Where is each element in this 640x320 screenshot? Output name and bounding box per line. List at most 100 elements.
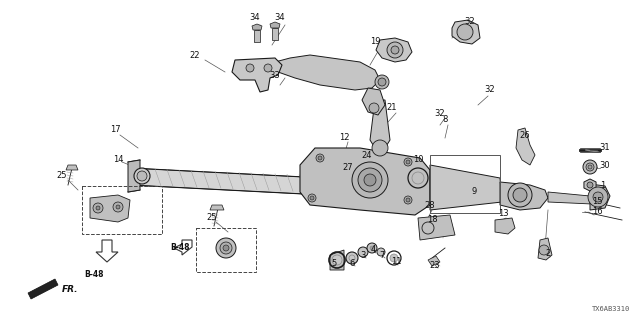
Circle shape — [404, 158, 412, 166]
Text: 33: 33 — [269, 70, 280, 79]
Text: 6: 6 — [349, 259, 355, 268]
Polygon shape — [452, 20, 480, 44]
Circle shape — [113, 202, 123, 212]
Circle shape — [96, 206, 100, 210]
Polygon shape — [376, 38, 412, 62]
Circle shape — [404, 196, 412, 204]
Circle shape — [406, 160, 410, 164]
Bar — [196, 228, 256, 272]
Polygon shape — [430, 165, 502, 210]
Circle shape — [93, 203, 103, 213]
Text: 13: 13 — [498, 210, 508, 219]
Polygon shape — [538, 238, 552, 260]
Text: 21: 21 — [387, 103, 397, 113]
Circle shape — [346, 252, 358, 264]
Circle shape — [583, 160, 597, 174]
Text: 2: 2 — [545, 249, 550, 258]
Polygon shape — [270, 22, 280, 28]
Circle shape — [134, 168, 150, 184]
Polygon shape — [254, 30, 260, 42]
Circle shape — [422, 222, 434, 234]
Text: FR.: FR. — [62, 285, 79, 294]
Circle shape — [364, 174, 376, 186]
Polygon shape — [590, 184, 610, 210]
Text: 30: 30 — [600, 161, 611, 170]
Circle shape — [593, 192, 603, 202]
Polygon shape — [275, 55, 380, 90]
Polygon shape — [130, 168, 420, 200]
Polygon shape — [128, 160, 140, 192]
Polygon shape — [210, 205, 224, 210]
Text: 32: 32 — [435, 108, 445, 117]
Text: 7: 7 — [380, 251, 385, 260]
Circle shape — [246, 64, 254, 72]
Circle shape — [513, 188, 527, 202]
Circle shape — [310, 196, 314, 200]
Circle shape — [412, 172, 424, 184]
Bar — [430, 155, 500, 213]
Text: 12: 12 — [339, 133, 349, 142]
Polygon shape — [370, 100, 390, 148]
Polygon shape — [418, 215, 455, 240]
Circle shape — [587, 182, 593, 188]
Circle shape — [116, 205, 120, 209]
Circle shape — [370, 246, 374, 250]
Circle shape — [220, 242, 232, 254]
Polygon shape — [428, 256, 440, 266]
Bar — [82, 186, 162, 234]
Text: 32: 32 — [484, 85, 495, 94]
Circle shape — [457, 24, 473, 40]
Circle shape — [588, 187, 608, 207]
Text: 25: 25 — [207, 213, 217, 222]
Polygon shape — [548, 192, 592, 204]
Polygon shape — [66, 165, 78, 170]
Circle shape — [137, 171, 147, 181]
Polygon shape — [495, 218, 515, 234]
Text: 11: 11 — [391, 258, 401, 267]
Text: 32: 32 — [465, 18, 476, 27]
Text: 23: 23 — [429, 260, 440, 269]
Polygon shape — [96, 240, 118, 262]
Polygon shape — [90, 195, 130, 222]
Text: B-48: B-48 — [84, 270, 104, 279]
Circle shape — [539, 245, 549, 255]
Polygon shape — [174, 240, 192, 255]
Text: 1: 1 — [600, 180, 605, 189]
Polygon shape — [232, 58, 282, 92]
Circle shape — [377, 248, 385, 256]
Text: 27: 27 — [342, 164, 353, 172]
Circle shape — [406, 198, 410, 202]
Polygon shape — [272, 28, 278, 40]
Circle shape — [367, 243, 377, 253]
Text: 17: 17 — [109, 125, 120, 134]
Text: 34: 34 — [250, 13, 260, 22]
Circle shape — [308, 194, 316, 202]
Circle shape — [390, 254, 398, 262]
Text: 5: 5 — [332, 259, 337, 268]
Circle shape — [375, 75, 389, 89]
Circle shape — [264, 64, 272, 72]
Polygon shape — [516, 128, 535, 165]
Text: 22: 22 — [189, 51, 200, 60]
Text: 8: 8 — [442, 116, 448, 124]
Text: 31: 31 — [600, 143, 611, 153]
Circle shape — [332, 255, 342, 265]
Circle shape — [352, 162, 388, 198]
Polygon shape — [584, 179, 596, 191]
Text: B-48: B-48 — [170, 244, 190, 252]
Circle shape — [318, 156, 322, 160]
Polygon shape — [252, 24, 262, 30]
Text: 9: 9 — [472, 188, 477, 196]
Text: 34: 34 — [275, 13, 285, 22]
Polygon shape — [300, 148, 430, 215]
Circle shape — [387, 42, 403, 58]
Circle shape — [316, 154, 324, 162]
Circle shape — [508, 183, 532, 207]
Text: TX6AB3310: TX6AB3310 — [592, 306, 630, 312]
Text: 26: 26 — [520, 131, 531, 140]
Text: 10: 10 — [413, 156, 423, 164]
Circle shape — [372, 140, 388, 156]
Text: 19: 19 — [370, 37, 380, 46]
Text: 24: 24 — [362, 150, 372, 159]
Circle shape — [358, 247, 368, 257]
